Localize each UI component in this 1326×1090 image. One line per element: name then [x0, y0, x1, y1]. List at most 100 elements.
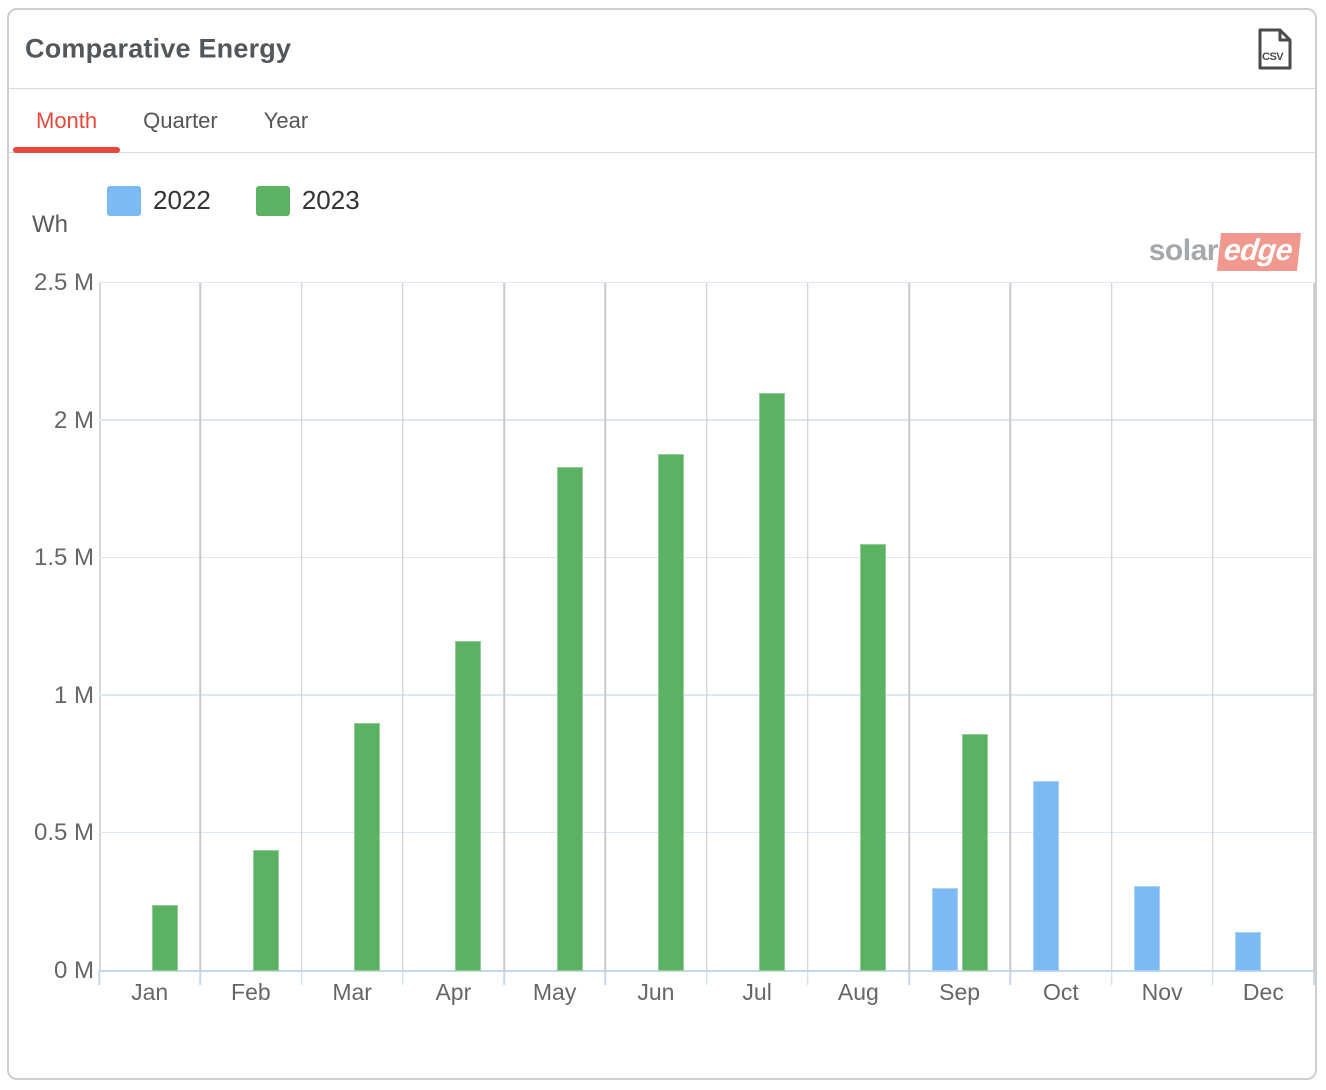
x-axis-tick-label: Feb [231, 979, 271, 1005]
solaredge-logo: solar edge [1148, 233, 1301, 271]
x-axis-tick [503, 971, 505, 985]
y-axis-tick-label: 2.5 M [33, 269, 94, 296]
bar-2022-Dec [1235, 932, 1262, 971]
bar-2023-Apr [455, 640, 482, 971]
grid-vline [908, 283, 910, 971]
x-axis-tick [300, 971, 303, 985]
tab-quarter[interactable]: Quarter [120, 89, 241, 152]
month-slot-Oct [1010, 283, 1111, 971]
chart-region: 2022 2023 Wh solar edge 0 M 0.5 M 1 M 1.5 M 2 … [9, 153, 1315, 1078]
page-title: Comparative Energy [25, 33, 292, 64]
y-axis-line [99, 283, 101, 971]
bar-2023-Mar [354, 723, 381, 971]
bar-2023-Jan [151, 904, 178, 971]
month-slot-Jul [707, 283, 808, 971]
card-header: Comparative Energy CSV [9, 10, 1315, 89]
legend-label: 2022 [153, 185, 211, 215]
bar-2022-Oct [1032, 781, 1059, 971]
time-range-tabs: Month Quarter Year [9, 89, 1315, 153]
month-slot-Jan [99, 283, 200, 971]
month-slot-Mar [302, 283, 403, 971]
y-axis-unit-label: Wh [32, 211, 68, 238]
month-slot-Nov [1112, 283, 1213, 971]
y-axis-tick-label: 0 M [53, 957, 94, 984]
bar-2023-Jun [657, 453, 684, 971]
y-axis-tick-label: 1.5 M [33, 544, 94, 572]
x-axis-tick-label: May [532, 979, 577, 1005]
x-axis-tick [98, 971, 100, 985]
bar-2023-Sep [961, 734, 988, 971]
x-axis-tick-label: Jun [637, 979, 675, 1005]
plot-area [98, 281, 1315, 985]
bar-2023-May [556, 467, 583, 971]
csv-file-icon: CSV [1258, 28, 1292, 70]
solaredge-logo-solar: solar [1148, 234, 1219, 267]
bar-2022-Sep [931, 888, 958, 971]
grid-vline [1313, 283, 1315, 971]
grid-hline [99, 281, 1314, 283]
tab-year-label: Year [263, 107, 309, 133]
x-axis-tick-label: Apr [435, 979, 472, 1005]
solaredge-logo-edge: edge [1216, 233, 1301, 271]
tab-month-label: Month [36, 107, 98, 133]
x-axis-tick-label: Sep [939, 979, 981, 1005]
tab-quarter-label: Quarter [143, 107, 218, 133]
grid-vline [503, 283, 505, 971]
x-axis-tick-label: Jan [131, 979, 169, 1005]
x-axis-tick [1313, 971, 1315, 985]
x-axis-tick-label: Aug [837, 979, 879, 1005]
tab-month[interactable]: Month [13, 89, 121, 153]
bar-2022-Nov [1134, 885, 1161, 971]
svg-text:CSV: CSV [1262, 51, 1284, 63]
x-axis-tick-label: Dec [1242, 979, 1284, 1005]
comparative-energy-card: Comparative Energy CSV Month Quarter Yea… [7, 8, 1317, 1080]
legend-label: 2023 [301, 185, 360, 215]
x-axis-tick [705, 971, 708, 985]
month-slot-Apr [403, 283, 504, 971]
grid-vline [1009, 283, 1011, 971]
bar-2023-Feb [252, 849, 279, 971]
x-axis-tick-label: Oct [1042, 979, 1079, 1005]
grid-vline [199, 283, 201, 971]
tab-year[interactable]: Year [241, 89, 331, 152]
grid-vline [807, 283, 809, 971]
month-slot-Sep [909, 283, 1010, 971]
legend-swatch-2023 [255, 185, 290, 216]
legend-item-2022[interactable]: 2022 [107, 185, 211, 216]
x-axis-tick [807, 971, 809, 985]
x-axis-tick-label: Jul [742, 979, 772, 1005]
grid-vline [705, 283, 708, 971]
chart-legend: 2022 2023 [107, 185, 360, 216]
x-axis-tick-label: Mar [332, 979, 372, 1005]
y-axis-tick-label: 1 M [53, 681, 94, 709]
x-axis-tick [402, 971, 404, 985]
y-axis-tick-label: 0.5 M [33, 819, 94, 847]
y-axis-tick-label: 2 M [53, 406, 94, 434]
bar-2023-Aug [860, 544, 887, 971]
grid-vline [1110, 283, 1113, 971]
x-axis-tick [1212, 971, 1214, 985]
grid-vline [604, 283, 606, 971]
grid-vline [300, 283, 303, 971]
x-axis-tick [199, 971, 201, 985]
grid-vline [1212, 283, 1214, 971]
x-axis-tick-label: Nov [1141, 979, 1183, 1005]
bar-slots [99, 283, 1314, 971]
month-slot-Dec [1213, 283, 1314, 971]
bar-2023-Jul [759, 393, 786, 971]
x-axis-tick [604, 971, 606, 985]
grid-vline [402, 283, 404, 971]
x-axis-labels: Jan Feb Mar Apr May Jun Jul Aug Sep Oct Nov Dec [99, 977, 1314, 1006]
y-axis-labels: 0 M 0.5 M 1 M 1.5 M 2 M 2.5 M [9, 269, 94, 984]
x-axis-tick [908, 971, 910, 985]
legend-swatch-2022 [107, 185, 141, 216]
x-axis-tick [1009, 971, 1011, 985]
month-slot-Aug [808, 283, 909, 971]
month-slot-May [504, 283, 605, 971]
export-csv-button[interactable]: CSV [1251, 23, 1299, 75]
month-slot-Jun [605, 283, 706, 971]
legend-item-2023[interactable]: 2023 [255, 185, 360, 216]
month-slot-Feb [200, 283, 301, 971]
x-axis-tick [1110, 971, 1113, 985]
